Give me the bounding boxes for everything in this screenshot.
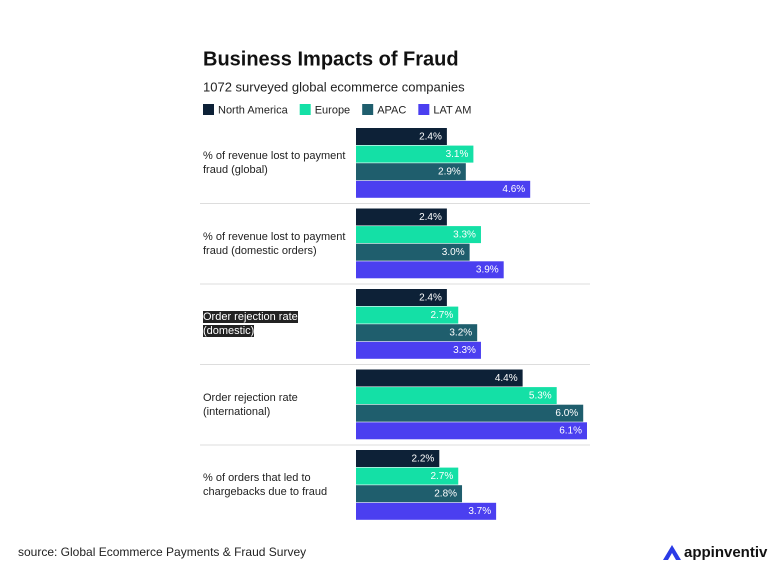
bar bbox=[356, 324, 478, 342]
brand: appinventiv bbox=[684, 544, 768, 561]
legend-swatch bbox=[299, 104, 311, 115]
bar bbox=[356, 341, 481, 359]
bar bbox=[356, 306, 459, 324]
source: source: Global Ecommerce Payments & Frau… bbox=[18, 545, 306, 559]
legend-label: North America bbox=[218, 104, 289, 116]
bar bbox=[356, 485, 463, 503]
value-label: 2.4% bbox=[419, 292, 442, 303]
legend-label: Europe bbox=[315, 104, 350, 116]
value-label: 3.1% bbox=[446, 149, 469, 160]
bar bbox=[356, 163, 466, 181]
bar bbox=[356, 289, 447, 306]
value-label: 2.2% bbox=[412, 453, 435, 464]
category-text: Order rejection rate (international) bbox=[203, 391, 298, 418]
value-label: 6.1% bbox=[559, 426, 582, 437]
legend-swatch bbox=[418, 104, 430, 115]
bar bbox=[356, 145, 474, 163]
value-label: 3.3% bbox=[453, 345, 476, 356]
value-label: 2.9% bbox=[438, 167, 461, 178]
category-text: % of orders that led to chargebacks due … bbox=[203, 472, 328, 499]
value-label: 4.6% bbox=[502, 184, 525, 195]
bar bbox=[356, 243, 470, 261]
bar bbox=[356, 404, 584, 422]
value-label: 5.3% bbox=[529, 391, 552, 402]
legend-swatch bbox=[362, 104, 374, 115]
chart-title: Business Impacts of Fraud bbox=[203, 48, 459, 70]
value-label: 2.8% bbox=[434, 489, 457, 500]
category-label: % of revenue lost to payment fraud (dome… bbox=[203, 230, 351, 258]
value-label: 2.4% bbox=[419, 212, 442, 223]
category-label: % of revenue lost to payment fraud (glob… bbox=[203, 149, 351, 177]
value-label: 2.4% bbox=[419, 131, 442, 142]
category-text: Order rejection rate (domestic) bbox=[203, 311, 298, 338]
legend-label: LAT AM bbox=[433, 104, 471, 116]
bar bbox=[356, 226, 481, 244]
bar bbox=[356, 369, 523, 387]
bar bbox=[356, 208, 447, 226]
brand-logo bbox=[663, 545, 681, 560]
category-text: % of revenue lost to payment fraud (glob… bbox=[203, 150, 346, 177]
legend-label: APAC bbox=[377, 104, 406, 116]
value-label: 3.7% bbox=[468, 506, 491, 517]
value-label: 3.9% bbox=[476, 265, 499, 276]
value-label: 2.7% bbox=[430, 310, 453, 321]
value-label: 3.2% bbox=[449, 328, 472, 339]
value-label: 3.3% bbox=[453, 230, 476, 241]
category-label: Order rejection rate (domestic) bbox=[203, 310, 351, 338]
category-label: Order rejection rate (international) bbox=[203, 391, 351, 419]
bar bbox=[356, 180, 531, 198]
bar bbox=[356, 467, 459, 485]
category-label: % of orders that led to chargebacks due … bbox=[203, 471, 351, 499]
bar bbox=[356, 128, 447, 145]
bar bbox=[356, 261, 504, 279]
bar bbox=[356, 502, 497, 520]
value-label: 6.0% bbox=[555, 408, 578, 419]
chart-subtitle: 1072 surveyed global ecommerce companies bbox=[203, 79, 465, 94]
value-label: 4.4% bbox=[495, 373, 518, 384]
bar bbox=[356, 450, 440, 467]
bar bbox=[356, 387, 557, 405]
value-label: 2.7% bbox=[430, 471, 453, 482]
bar bbox=[356, 422, 587, 440]
category-text: % of revenue lost to payment fraud (dome… bbox=[203, 230, 346, 257]
legend-swatch bbox=[203, 104, 214, 115]
value-label: 3.0% bbox=[442, 247, 465, 258]
